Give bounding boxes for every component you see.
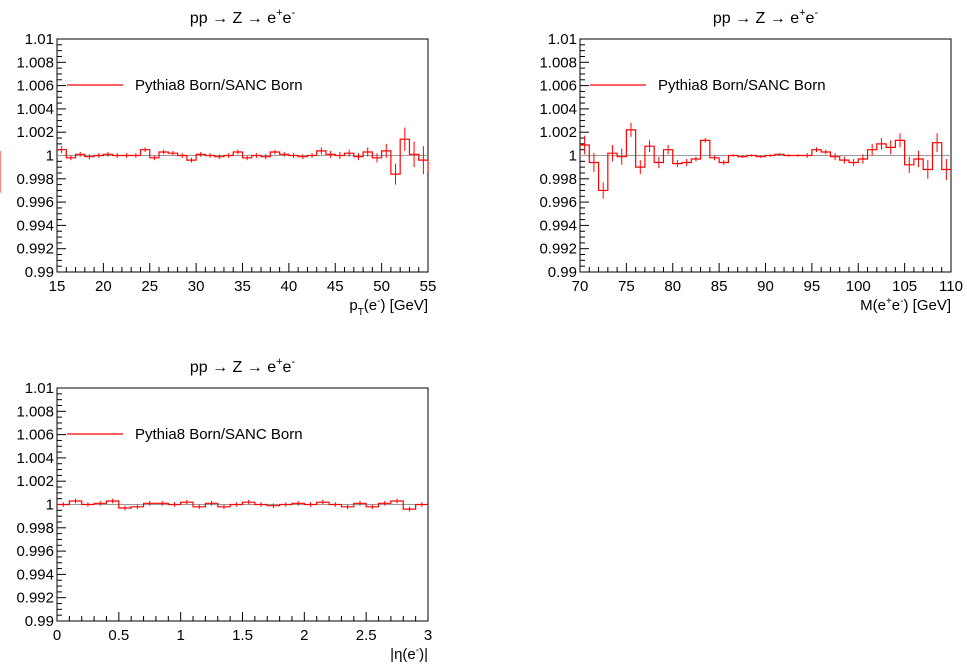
y-tick-label: 1	[46, 497, 54, 514]
x-tick-label: 3	[424, 627, 432, 644]
x-axis-label-text: |η(e	[390, 646, 416, 663]
y-tick-label: 1.002	[16, 124, 54, 141]
y-tick-label: 0.996	[16, 194, 54, 211]
y-tick-label: 0.99	[25, 613, 54, 630]
chart-title-text: e	[283, 359, 292, 376]
x-axis-label-sup: -	[416, 645, 419, 656]
x-tick-label: 40	[281, 278, 298, 295]
y-tick-label: 1	[569, 148, 577, 165]
x-tick-label: 100	[846, 278, 871, 295]
x-tick-label: 20	[95, 278, 112, 295]
chart-title-text: e	[283, 10, 292, 27]
y-tick-label: 0.992	[16, 241, 54, 258]
chart-title-text: pp → Z → e	[190, 10, 276, 27]
x-axis-label: M(e+e-) [GeV]	[860, 296, 951, 314]
x-tick-label: 90	[757, 278, 774, 295]
y-tick-label: 0.994	[539, 217, 577, 234]
x-axis-label-text: p	[349, 297, 357, 314]
x-axis-label-sup: -	[900, 296, 903, 307]
x-axis-label: |η(e-)|	[390, 645, 428, 663]
x-tick-label: 110	[939, 278, 963, 295]
chart-title-sup: -	[291, 356, 295, 368]
x-tick-label: 1.5	[232, 627, 253, 644]
chart-panel-2: pp → Z → e+e-0.990.9920.9940.9960.99811.…	[539, 7, 963, 314]
chart-panel-3: pp → Z → e+e-0.990.9920.9940.9960.99811.…	[16, 356, 432, 663]
x-axis-label-text: M(e	[860, 297, 886, 314]
legend-label: Pythia8 Born/SANC Born	[135, 77, 303, 94]
y-tick-label: 0.994	[16, 566, 54, 583]
x-tick-label: 1	[176, 627, 184, 644]
y-tick-label: 1.002	[539, 124, 577, 141]
x-tick-label: 35	[234, 278, 251, 295]
y-tick-label: 1.006	[539, 78, 577, 95]
y-tick-label: 0.99	[25, 264, 54, 281]
x-axis-label: pT(e-) [GeV]	[349, 296, 428, 318]
x-axis-label-text: e	[892, 297, 900, 314]
y-tick-label: 0.998	[16, 520, 54, 537]
x-tick-label: 75	[618, 278, 635, 295]
x-axis-label-sub: T	[358, 307, 364, 318]
x-tick-label: 45	[327, 278, 344, 295]
x-axis-label-text: ) [GeV]	[903, 297, 951, 314]
chart-title-text: pp → Z → e	[190, 359, 276, 376]
y-tick-label: 1.004	[16, 450, 54, 467]
x-tick-label: 15	[49, 278, 66, 295]
x-tick-label: 95	[804, 278, 821, 295]
y-tick-label: 1.004	[16, 101, 54, 118]
y-tick-label: 1.006	[16, 427, 54, 444]
y-tick-label: 1.01	[548, 31, 577, 48]
y-tick-label: 1.006	[16, 78, 54, 95]
chart-title: pp → Z → e+e-	[190, 7, 296, 27]
y-tick-label: 1	[46, 148, 54, 165]
x-axis-label-sup: +	[886, 296, 892, 307]
legend-label: Pythia8 Born/SANC Born	[135, 426, 303, 443]
x-axis-label-text: ) [GeV]	[380, 297, 428, 314]
y-tick-label: 1.01	[25, 31, 54, 48]
y-tick-label: 0.996	[539, 194, 577, 211]
chart-title-sup: -	[814, 7, 818, 19]
series-step-line	[57, 138, 429, 175]
x-axis-label-text: (e	[364, 297, 377, 314]
y-tick-label: 1.008	[16, 54, 54, 71]
x-tick-label: 80	[664, 278, 681, 295]
chart-title-text: pp → Z → e	[713, 10, 799, 27]
y-tick-label: 0.998	[16, 171, 54, 188]
x-tick-label: 2	[300, 627, 308, 644]
x-axis-label-text: )|	[419, 646, 428, 663]
x-tick-label: 25	[141, 278, 158, 295]
chart-title-sup: +	[276, 356, 282, 368]
x-tick-label: 85	[711, 278, 728, 295]
y-tick-label: 1.008	[16, 403, 54, 420]
x-tick-label: 55	[420, 278, 437, 295]
chart-title-sup: +	[799, 7, 805, 19]
chart-title-text: e	[806, 10, 815, 27]
y-tick-label: 0.99	[548, 264, 577, 281]
y-tick-label: 0.996	[16, 543, 54, 560]
y-tick-label: 0.992	[539, 241, 577, 258]
y-tick-label: 1.008	[539, 54, 577, 71]
x-tick-label: 105	[892, 278, 917, 295]
y-tick-label: 1.004	[539, 101, 577, 118]
chart-title: pp → Z → e+e-	[713, 7, 819, 27]
y-tick-label: 0.994	[16, 217, 54, 234]
chart-panel-1: pp → Z → e+e-0.990.9920.9940.9960.99811.…	[0, 7, 436, 318]
y-tick-label: 0.998	[539, 171, 577, 188]
series-step-line	[57, 500, 428, 510]
chart-title: pp → Z → e+e-	[190, 356, 296, 376]
y-tick-label: 0.992	[16, 590, 54, 607]
y-tick-label: 1.01	[25, 380, 54, 397]
x-tick-label: 30	[188, 278, 205, 295]
x-tick-label: 70	[572, 278, 589, 295]
x-tick-label: 2.5	[356, 627, 377, 644]
y-tick-label: 1.002	[16, 473, 54, 490]
x-tick-label: 50	[373, 278, 390, 295]
chart-title-sup: -	[291, 7, 295, 19]
legend-label: Pythia8 Born/SANC Born	[658, 77, 826, 94]
x-axis-label-sup: -	[377, 296, 380, 307]
x-tick-label: 0	[53, 627, 61, 644]
x-tick-label: 0.5	[108, 627, 129, 644]
chart-title-sup: +	[276, 7, 282, 19]
